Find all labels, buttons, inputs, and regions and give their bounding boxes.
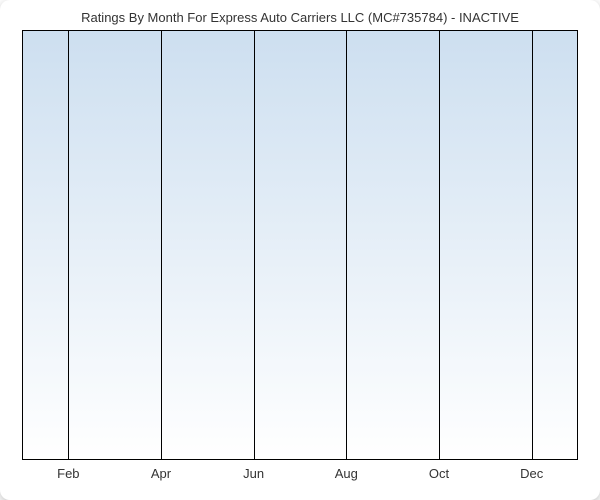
gridline <box>346 30 347 460</box>
gridline <box>254 30 255 460</box>
x-tick-label: Aug <box>335 466 358 481</box>
ratings-chart: Ratings By Month For Express Auto Carrie… <box>0 0 600 500</box>
plot-area <box>22 30 578 460</box>
gridline <box>161 30 162 460</box>
gridline <box>68 30 69 460</box>
x-tick-label: Dec <box>520 466 543 481</box>
x-tick-label: Oct <box>429 466 449 481</box>
gridline <box>532 30 533 460</box>
x-tick-label: Jun <box>243 466 264 481</box>
gridline <box>439 30 440 460</box>
chart-title: Ratings By Month For Express Auto Carrie… <box>0 0 600 25</box>
x-tick-label: Feb <box>57 466 79 481</box>
x-tick-label: Apr <box>151 466 171 481</box>
